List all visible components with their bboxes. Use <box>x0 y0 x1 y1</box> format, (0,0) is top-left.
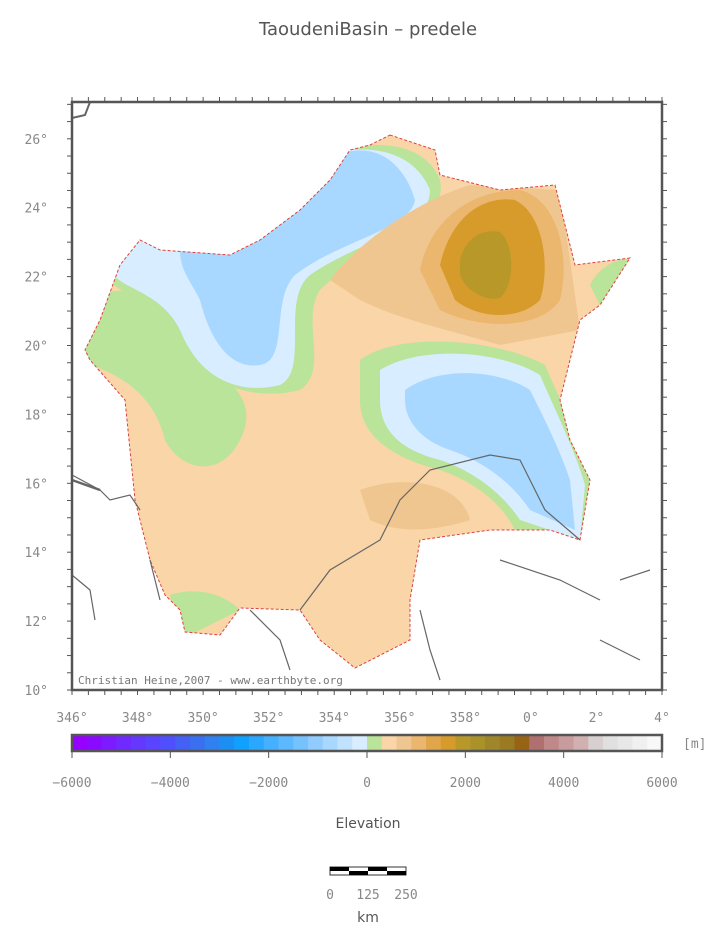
lon-label: 354° <box>319 711 350 726</box>
colorbar-segment <box>603 735 619 751</box>
colorbar-segment <box>263 735 279 751</box>
colorbar-segment <box>175 735 191 751</box>
lon-label: 358° <box>450 711 481 726</box>
colorbar-segment <box>352 735 368 751</box>
lat-label: 20° <box>25 340 48 355</box>
colorbar-segment <box>499 735 515 751</box>
lat-label: 16° <box>25 477 48 492</box>
colorbar-tick-label: 2000 <box>450 776 481 791</box>
colorbar-segment <box>396 735 412 751</box>
colorbar-tick-label: 0 <box>363 776 371 791</box>
lat-label: 10° <box>25 684 48 699</box>
colorbar-segment <box>322 735 338 751</box>
lon-label: 346° <box>56 711 87 726</box>
lon-label: 4° <box>654 711 670 726</box>
colorbar-segment <box>204 735 220 751</box>
colorbar-segment <box>529 735 545 751</box>
colorbar-segment <box>573 735 589 751</box>
scale-unit: km <box>357 910 379 926</box>
colorbar-segment <box>485 735 501 751</box>
lat-label: 26° <box>25 133 48 148</box>
colorbar-segment <box>470 735 486 751</box>
colorbar-segment <box>558 735 574 751</box>
colorbar-segment <box>72 735 88 751</box>
colorbar-segment <box>190 735 206 751</box>
colorbar-segment <box>426 735 442 751</box>
colorbar-segment <box>455 735 471 751</box>
colorbar-segment <box>293 735 309 751</box>
lon-label: 356° <box>384 711 415 726</box>
lat-label: 12° <box>25 615 48 630</box>
colorbar-segment <box>86 735 102 751</box>
colorbar-segment <box>411 735 427 751</box>
lat-label: 22° <box>25 271 48 286</box>
colorbar-segment <box>308 735 324 751</box>
colorbar-segment <box>160 735 176 751</box>
colorbar-segment <box>131 735 147 751</box>
colorbar-segment <box>588 735 604 751</box>
lon-label: 2° <box>589 711 605 726</box>
lon-label: 350° <box>187 711 218 726</box>
colorbar-tick-label: −4000 <box>151 776 190 791</box>
scale-label: 0 <box>326 888 334 903</box>
elevation-field <box>85 135 630 668</box>
colorbar-segment <box>278 735 294 751</box>
colorbar-segment <box>116 735 132 751</box>
lon-label: 0° <box>523 711 539 726</box>
colorbar-segment <box>617 735 633 751</box>
lat-label: 18° <box>25 408 48 423</box>
lon-label: 352° <box>253 711 284 726</box>
colorbar-tick-label: 4000 <box>548 776 579 791</box>
colorbar-segment <box>101 735 117 751</box>
colorbar-segment <box>440 735 456 751</box>
colorbar-segment <box>219 735 235 751</box>
colorbar-tick-label: −6000 <box>52 776 91 791</box>
map-title: TaoudeniBasin – predele <box>258 19 477 40</box>
scale-bar <box>329 866 407 876</box>
colorbar-tick-label: 6000 <box>646 776 677 791</box>
colorbar-segment <box>367 735 383 751</box>
colorbar-segment <box>544 735 560 751</box>
lat-label: 24° <box>25 202 48 217</box>
credit: Christian Heine,2007 - www.earthbyte.org <box>78 674 343 687</box>
borders <box>71 101 651 681</box>
colorbar-segment <box>381 735 397 751</box>
scale-label: 125 <box>356 888 379 903</box>
colorbar-tick-label: −2000 <box>249 776 288 791</box>
colorbar-title: Elevation <box>335 816 400 832</box>
colorbar-segment <box>514 735 530 751</box>
colorbar-unit: [m] <box>683 737 706 752</box>
lat-label: 14° <box>25 546 48 561</box>
colorbar-segment <box>632 735 648 751</box>
lon-label: 348° <box>122 711 153 726</box>
colorbar-segment <box>647 735 663 751</box>
colorbar-segment <box>249 735 265 751</box>
scale-label: 250 <box>394 888 417 903</box>
colorbar-segment <box>234 735 250 751</box>
colorbar-segment <box>337 735 353 751</box>
colorbar-segment <box>145 735 161 751</box>
